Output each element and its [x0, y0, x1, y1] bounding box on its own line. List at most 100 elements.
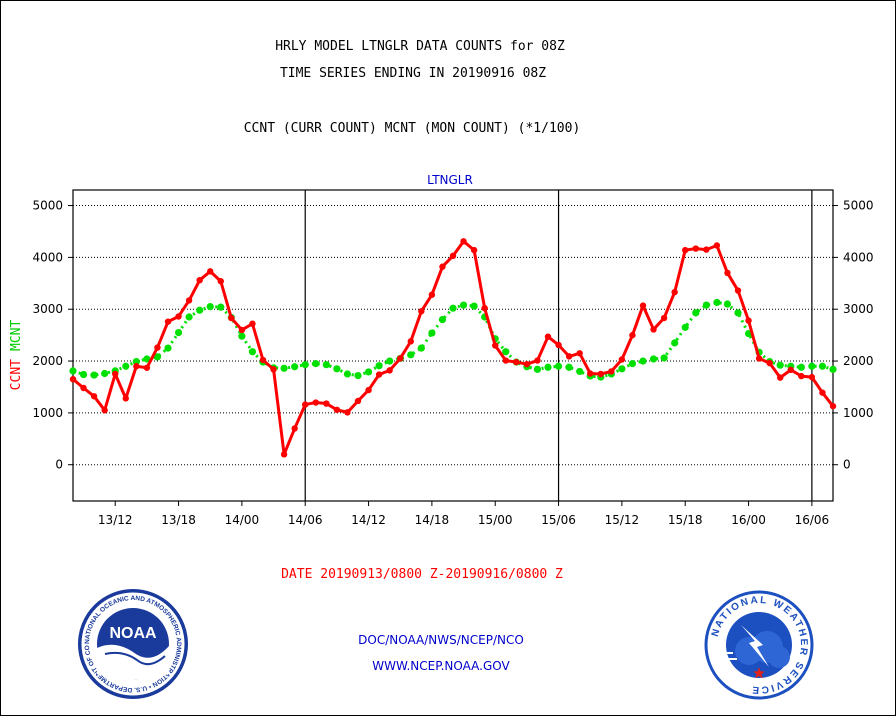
- data-point-ccnt: [217, 278, 224, 285]
- data-point-ccnt: [354, 397, 362, 405]
- data-point-mcnt: [449, 304, 457, 312]
- y-tick-label-left: 2000: [32, 354, 63, 368]
- data-point-mcnt: [660, 354, 668, 362]
- data-point-ccnt: [397, 355, 404, 362]
- data-point-ccnt: [418, 308, 425, 315]
- data-point-mcnt: [808, 362, 816, 370]
- data-point-ccnt: [90, 393, 98, 400]
- data-point-ccnt: [671, 288, 678, 296]
- data-point-mcnt: [248, 348, 257, 356]
- data-point-ccnt: [755, 355, 763, 362]
- data-point-ccnt: [112, 370, 119, 378]
- data-point-ccnt: [808, 373, 816, 381]
- data-point-mcnt: [386, 357, 394, 365]
- data-point-ccnt: [291, 425, 298, 432]
- nws-logo: NATIONAL WEATHER SERVICE: [704, 590, 814, 700]
- data-point-ccnt: [439, 263, 446, 270]
- data-point-mcnt: [502, 348, 510, 356]
- data-point-ccnt: [481, 304, 488, 312]
- data-point-ccnt: [544, 333, 552, 340]
- data-point-ccnt: [407, 338, 414, 345]
- y-tick-label-right: 3000: [843, 302, 874, 316]
- data-point-ccnt: [164, 318, 172, 325]
- y-axis-label-mcnt: MCNT: [9, 320, 24, 351]
- data-point-ccnt: [523, 360, 531, 368]
- data-point-ccnt: [386, 367, 393, 374]
- x-tick-label: 14/18: [415, 513, 450, 527]
- series-line-mcnt: [72, 300, 834, 379]
- data-point-ccnt: [312, 399, 319, 406]
- data-point-mcnt: [90, 371, 98, 379]
- data-point-mcnt: [702, 301, 710, 309]
- y-tick-label-right: 5000: [843, 199, 874, 213]
- data-point-mcnt: [459, 301, 468, 309]
- data-point-ccnt: [270, 366, 277, 373]
- data-point-ccnt: [344, 409, 351, 416]
- data-point-ccnt: [492, 342, 499, 349]
- y-tick-label-left: 3000: [32, 302, 63, 316]
- data-point-ccnt: [228, 314, 235, 322]
- data-point-mcnt: [291, 363, 299, 371]
- y-axis-label: CCNT MCNT: [9, 320, 24, 391]
- data-point-mcnt: [217, 303, 225, 311]
- data-point-mcnt: [375, 362, 383, 370]
- data-point-ccnt: [460, 238, 467, 245]
- x-tick-label: 15/18: [668, 513, 703, 527]
- data-point-mcnt: [565, 363, 573, 371]
- data-point-mcnt: [79, 370, 88, 379]
- data-point-mcnt: [776, 361, 784, 369]
- data-point-mcnt: [713, 298, 721, 307]
- plot-border: [72, 189, 834, 502]
- data-point-ccnt: [618, 356, 626, 363]
- data-point-ccnt: [555, 341, 562, 349]
- data-point-mcnt: [322, 361, 330, 369]
- x-tick-label: 15/00: [478, 513, 513, 527]
- data-point-ccnt: [185, 297, 193, 304]
- x-tick-label: 16/06: [795, 513, 830, 527]
- y-tick-label-right: 0: [843, 458, 851, 472]
- data-point-ccnt: [819, 389, 826, 396]
- plot-area: 0 0 1000 1000 2000 2000 3000 3000 4000 4000 5000 50…: [32, 189, 874, 527]
- data-point-mcnt: [544, 363, 552, 371]
- data-point-mcnt: [533, 365, 542, 373]
- data-point-mcnt: [576, 367, 584, 376]
- x-tick-label: 14/00: [225, 513, 260, 527]
- data-point-ccnt: [80, 384, 87, 392]
- data-point-mcnt: [301, 361, 309, 369]
- data-point-ccnt: [734, 287, 742, 294]
- y-tick-label-left: 0: [55, 458, 63, 472]
- data-point-ccnt: [650, 326, 657, 333]
- y-tick-label-right: 4000: [843, 250, 874, 264]
- data-point-mcnt: [470, 302, 478, 310]
- data-point-mcnt: [818, 362, 827, 370]
- noaa-logo-text: NOAA: [109, 625, 157, 642]
- data-point-ccnt: [587, 370, 594, 377]
- data-point-ccnt: [101, 407, 108, 414]
- data-point-mcnt: [280, 364, 288, 372]
- data-point-ccnt: [143, 364, 151, 371]
- y-tick-label-right: 1000: [843, 406, 874, 420]
- data-point-ccnt: [798, 372, 805, 380]
- url-link[interactable]: WWW.NCEP.NOAA.GOV: [372, 659, 510, 673]
- data-point-mcnt: [438, 315, 447, 324]
- data-point-ccnt: [428, 291, 436, 298]
- data-point-mcnt: [407, 351, 415, 359]
- data-point-mcnt: [681, 323, 689, 331]
- data-point-ccnt: [703, 246, 710, 253]
- data-point-ccnt: [449, 252, 457, 260]
- data-point-mcnt: [639, 357, 647, 365]
- data-point-ccnt: [333, 406, 341, 413]
- data-point-ccnt: [175, 313, 182, 320]
- data-point-mcnt: [649, 355, 658, 363]
- data-point-ccnt: [513, 358, 520, 366]
- data-point-ccnt: [565, 353, 573, 360]
- data-point-mcnt: [417, 344, 425, 352]
- data-point-ccnt: [238, 326, 246, 334]
- data-point-ccnt: [629, 331, 636, 339]
- x-tick-label: 14/12: [351, 513, 386, 527]
- data-point-ccnt: [259, 356, 267, 364]
- x-tick-label: 15/12: [605, 513, 640, 527]
- data-point-mcnt: [69, 367, 77, 375]
- data-point-ccnt: [724, 269, 731, 277]
